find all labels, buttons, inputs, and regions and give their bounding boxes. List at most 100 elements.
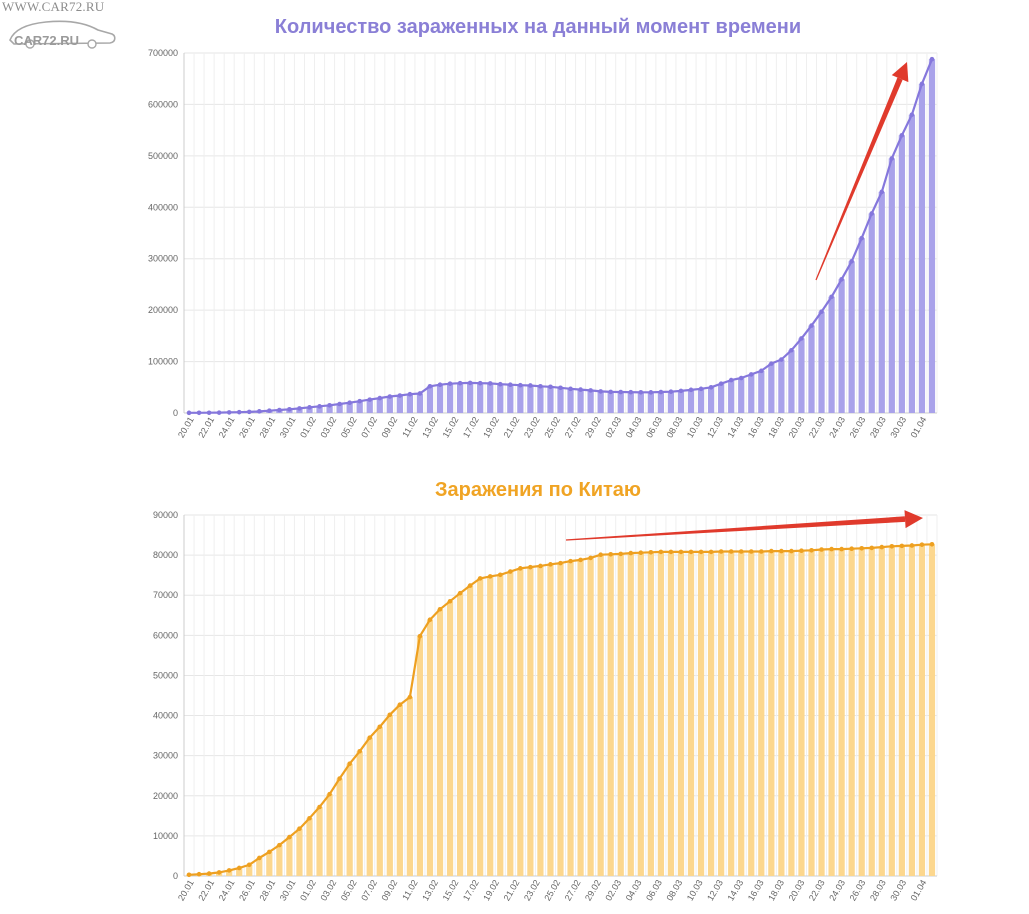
- data-point: [548, 562, 553, 567]
- x-tick-label: 02.03: [603, 415, 623, 440]
- data-point: [186, 872, 192, 878]
- x-tick-label: 22.03: [807, 415, 827, 440]
- bar: [446, 383, 454, 413]
- bar: [898, 545, 905, 876]
- y-tick-label: 300000: [148, 254, 178, 264]
- x-tick-label: 01.04: [909, 878, 929, 903]
- bar: [467, 585, 474, 876]
- bar: [406, 394, 414, 413]
- data-point: [618, 551, 624, 557]
- x-tick-label: 27.02: [563, 878, 583, 903]
- data-point: [889, 156, 895, 161]
- data-point: [538, 563, 543, 569]
- data-point: [658, 549, 664, 555]
- x-tick-label: 25.02: [542, 415, 562, 440]
- bar: [597, 391, 604, 413]
- bar: [888, 158, 895, 413]
- bar: [306, 818, 313, 876]
- bar: [517, 385, 524, 413]
- x-tick-label: 19.02: [481, 415, 501, 440]
- data-point: [246, 409, 252, 415]
- y-tick-label: 100000: [148, 357, 178, 367]
- data-point: [728, 549, 734, 554]
- data-point: [267, 408, 272, 413]
- trend-arrow: [815, 62, 909, 281]
- x-tick-label: 24.03: [827, 878, 847, 903]
- x-tick-label: 06.03: [644, 878, 664, 903]
- x-tick-label: 16.03: [746, 415, 766, 440]
- bar: [878, 191, 885, 413]
- x-tick-label: 17.02: [461, 415, 481, 440]
- x-tick-label: 28.01: [257, 415, 277, 440]
- y-tick-label: 600000: [148, 99, 178, 109]
- x-tick-label: 23.02: [522, 415, 542, 440]
- bar: [758, 370, 765, 413]
- y-tick-label: 80000: [153, 550, 178, 560]
- x-tick-label: 26.01: [237, 878, 257, 903]
- bar: [416, 393, 424, 413]
- data-point: [457, 380, 463, 386]
- x-tick-label: 11.02: [400, 415, 420, 439]
- data-point: [869, 211, 875, 216]
- x-tick-label: 24.01: [217, 878, 237, 903]
- x-tick-label: 06.03: [644, 415, 664, 440]
- x-tick-label: 01.04: [909, 415, 929, 440]
- x-tick-label: 24.01: [217, 415, 237, 440]
- bar: [507, 384, 514, 413]
- bar: [326, 405, 333, 413]
- bar: [868, 547, 875, 876]
- data-point: [698, 386, 704, 392]
- data-point: [909, 112, 915, 118]
- bar: [376, 726, 383, 876]
- watermark: WWW.CAR72.RU CAR72.RU: [0, 0, 130, 50]
- data-point: [528, 564, 533, 570]
- data-point: [387, 712, 393, 718]
- data-point: [568, 558, 573, 564]
- bar: [396, 704, 403, 876]
- data-point: [437, 606, 443, 612]
- data-point: [337, 776, 342, 781]
- x-tick-label: 09.02: [379, 415, 399, 440]
- data-point: [327, 402, 332, 408]
- bar: [778, 551, 785, 876]
- bar: [617, 392, 624, 413]
- data-point: [317, 804, 322, 810]
- bar: [537, 386, 544, 413]
- x-tick-label: 21.02: [502, 878, 522, 903]
- bar: [707, 387, 715, 413]
- y-tick-label: 500000: [148, 151, 178, 161]
- bar: [657, 551, 665, 876]
- bar: [246, 864, 253, 876]
- bar: [758, 551, 765, 876]
- bar: [537, 565, 544, 876]
- data-point: [789, 548, 794, 554]
- bar: [416, 636, 424, 876]
- bar: [286, 837, 293, 876]
- data-point: [578, 557, 583, 563]
- data-point: [427, 617, 433, 622]
- data-point: [508, 382, 513, 388]
- x-tick-label: 19.02: [481, 878, 501, 903]
- bar: [456, 593, 464, 876]
- x-tick-label: 14.03: [725, 415, 745, 440]
- data-point: [347, 761, 352, 766]
- x-tick-label: 20.01: [176, 415, 196, 440]
- data-point: [267, 849, 272, 855]
- bar: [637, 392, 644, 413]
- data-point: [558, 385, 563, 391]
- bar: [697, 388, 705, 413]
- bar: [456, 383, 464, 413]
- bar: [346, 763, 353, 876]
- bar: [838, 279, 845, 413]
- y-tick-label: 90000: [153, 510, 178, 520]
- bar: [336, 404, 343, 413]
- data-point: [327, 791, 332, 797]
- bar: [396, 395, 403, 413]
- data-point: [919, 542, 925, 547]
- bar: [647, 392, 654, 413]
- data-point: [718, 381, 724, 386]
- data-point: [477, 576, 483, 581]
- bar: [507, 571, 514, 876]
- data-point: [186, 410, 192, 416]
- data-point: [608, 389, 613, 395]
